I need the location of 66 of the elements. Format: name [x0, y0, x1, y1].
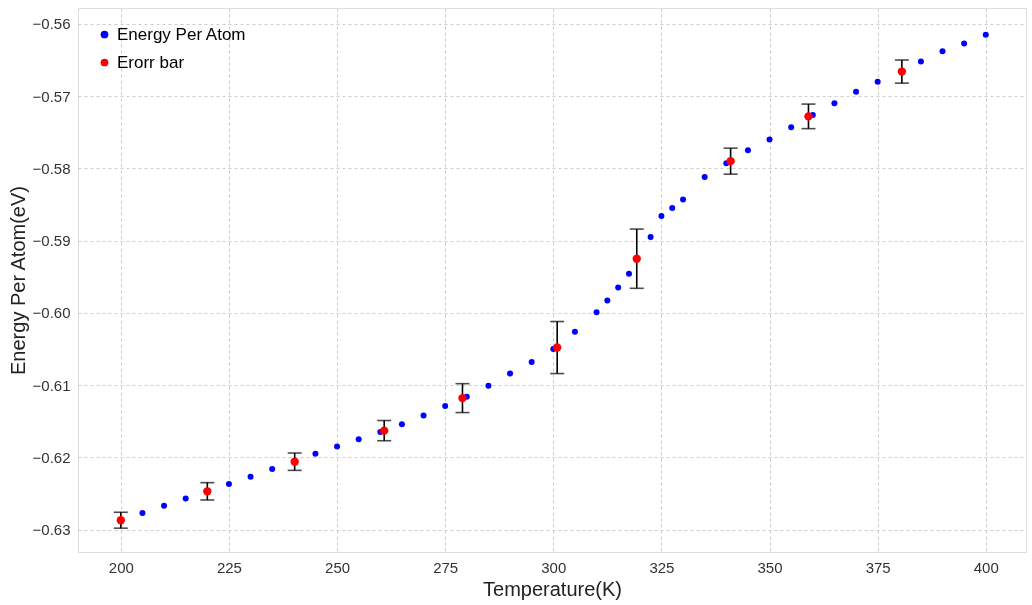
x-tick-label: 200 [108, 558, 134, 576]
point [269, 465, 276, 472]
point [632, 254, 641, 263]
y-tick-label: −0.62 [32, 448, 71, 466]
point [116, 516, 125, 525]
point [874, 78, 881, 85]
point [625, 270, 632, 277]
y-tick-label: −0.61 [32, 376, 71, 394]
point [804, 112, 813, 121]
x-tick-label: 375 [865, 558, 891, 576]
point [507, 370, 514, 377]
point [701, 174, 708, 181]
point [982, 31, 989, 38]
y-axis-title: Energy Per Atom(eV) [6, 186, 29, 375]
point [604, 297, 611, 304]
point [355, 436, 362, 443]
x-tick-label: 225 [216, 558, 242, 576]
point [420, 412, 427, 419]
point [593, 309, 600, 316]
point [917, 58, 924, 65]
point [553, 343, 562, 352]
point [485, 382, 492, 389]
x-tick-label: 325 [649, 558, 675, 576]
point [647, 234, 654, 241]
point [398, 421, 405, 428]
point [312, 450, 319, 457]
y-tick-label: −0.56 [32, 15, 71, 33]
x-tick-label: 350 [757, 558, 783, 576]
y-tick-label: −0.59 [32, 232, 71, 250]
y-tick-label: −0.60 [32, 304, 71, 322]
y-tick-label: −0.63 [32, 521, 71, 539]
point [853, 88, 860, 95]
point [203, 487, 212, 496]
x-tick-label: 275 [433, 558, 459, 576]
point [334, 443, 341, 450]
point [571, 328, 578, 335]
point [225, 481, 232, 488]
point [161, 502, 168, 509]
point [766, 136, 773, 143]
y-tick-label: −0.58 [32, 159, 71, 177]
y-tick-label: −0.57 [32, 87, 71, 105]
legend-label: Erorr bar [117, 52, 185, 72]
point [615, 284, 622, 291]
point [669, 205, 676, 212]
point [939, 48, 946, 55]
point [182, 495, 189, 502]
point [744, 147, 751, 154]
point [290, 457, 299, 466]
x-tick-label: 300 [541, 558, 567, 576]
point [658, 213, 665, 220]
point [961, 40, 968, 47]
point [726, 156, 735, 166]
point [680, 196, 687, 203]
point [380, 426, 389, 435]
x-axis-title: Temperature(K) [483, 577, 622, 600]
x-tick-label: 250 [325, 558, 351, 576]
point [458, 393, 467, 403]
point [139, 509, 146, 516]
x-tick-label: 400 [973, 558, 999, 576]
point [528, 359, 535, 365]
point [788, 124, 795, 131]
point [897, 67, 907, 76]
point [831, 100, 838, 107]
legend-label: Energy Per Atom [117, 24, 246, 44]
point [442, 403, 449, 410]
point [247, 473, 254, 480]
